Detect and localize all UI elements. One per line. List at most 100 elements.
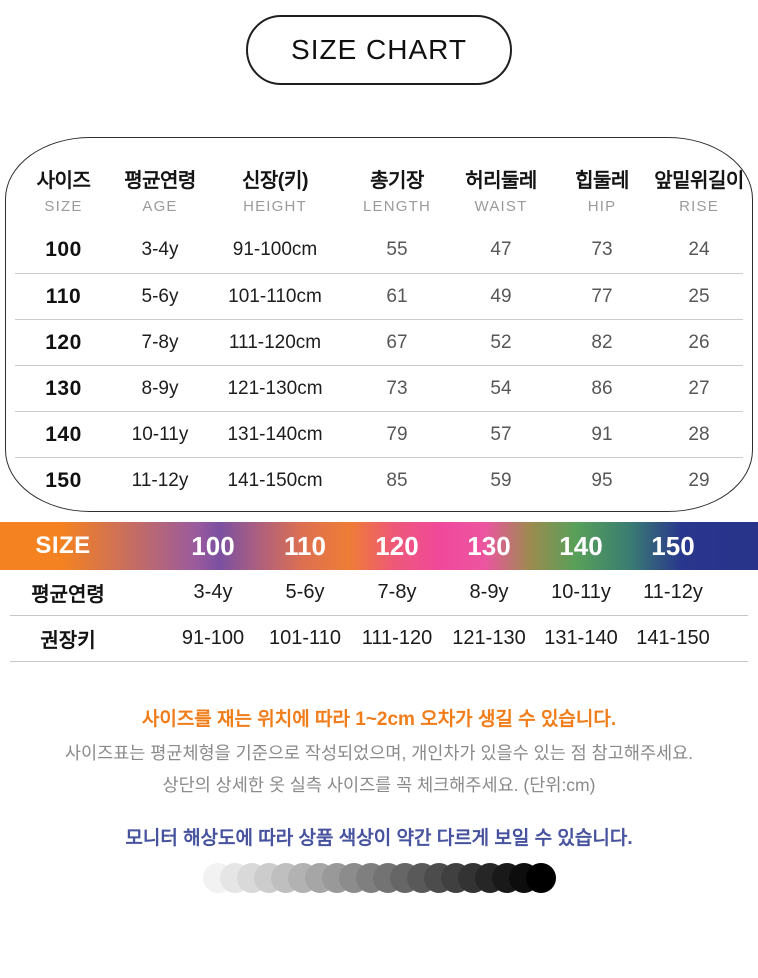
notice-tolerance: 사이즈를 재는 위치에 따라 1~2cm 오차가 생길 수 있습니다.: [141, 709, 617, 730]
table-cell: 130: [45, 376, 82, 400]
table-cell: 110: [45, 284, 82, 308]
table-cell: 10-11y: [131, 423, 189, 445]
measurement-table: 사이즈 SIZE 평균연령 AGE 신장(키) HEIGHT 총기장 LENGTH 허리둘레 WA…: [5, 137, 753, 512]
table-cell: 91: [591, 423, 613, 445]
summary-row-label: 권장키: [40, 630, 96, 652]
summary-size-label: SIZE: [35, 532, 91, 559]
table-cell: 61: [386, 285, 408, 307]
table-cell: 91-100cm: [232, 239, 318, 260]
table-cell: 24: [688, 239, 710, 260]
table-cell: 47: [490, 239, 512, 260]
table-cell: 28: [688, 423, 710, 445]
summary-row-value: 111-120: [361, 627, 433, 649]
summary-row-value: 121-130: [452, 627, 526, 649]
table-cell: 120: [45, 330, 82, 354]
table-cell: 101-110cm: [228, 285, 322, 307]
summary-table: SIZE 100 110 120 130 140 150 평균연령 3-4y 5-6y 7-8y 8…: [0, 522, 758, 662]
size-chart-title-pill: SIZE CHART: [246, 15, 512, 85]
table-cell: 25: [688, 285, 710, 307]
notice-monitor-color: 모니터 해상도에 따라 상품 색상이 약간 다르게 보일 수 있습니다.: [125, 828, 633, 849]
summary-row-value: 131-140: [544, 627, 618, 649]
table-cell: 8-9y: [141, 377, 179, 399]
table-row: 120 7-8y 111-120cm 67 52 82 26: [15, 319, 743, 365]
table-cell: 79: [386, 423, 408, 445]
column-header-ko: 총기장: [370, 170, 424, 192]
summary-size-value: 100: [191, 530, 235, 561]
table-cell: 150: [45, 468, 82, 492]
summary-row-value: 10-11y: [551, 581, 611, 603]
column-header-en: AGE: [142, 198, 178, 215]
measurement-table-header: 사이즈 SIZE 평균연령 AGE 신장(키) HEIGHT 총기장 LENGTH 허리둘레 WA…: [15, 164, 745, 215]
table-cell: 82: [591, 331, 613, 353]
table-cell: 7-8y: [141, 331, 179, 353]
column-header-ko: 앞밑위길이: [654, 170, 744, 192]
summary-size-value: 140: [559, 530, 603, 561]
summary-row: 평균연령 3-4y 5-6y 7-8y 8-9y 10-11y 11-12y: [10, 570, 748, 616]
column-header-ko: 평균연령: [124, 170, 196, 192]
table-cell: 5-6y: [141, 285, 179, 307]
summary-size-value: 150: [651, 530, 695, 561]
summary-row-value: 5-6y: [285, 581, 325, 603]
table-cell: 111-120cm: [228, 331, 322, 353]
column-header-height: 신장(키) HEIGHT: [208, 164, 342, 215]
table-cell: 26: [688, 331, 710, 353]
column-header-size: 사이즈 SIZE: [15, 164, 112, 215]
summary-row: 권장키 91-100 101-110 111-120 121-130 131-140 141…: [10, 616, 748, 662]
table-cell: 59: [490, 469, 512, 491]
column-header-ko: 힙둘레: [575, 170, 629, 192]
summary-row-value: 8-9y: [469, 581, 509, 603]
table-row: 100 3-4y 91-100cm 55 47 73 24: [15, 227, 743, 273]
summary-row-value: 141-150: [636, 627, 710, 649]
column-header-ko: 허리둘레: [465, 170, 537, 192]
table-cell: 141-150cm: [227, 469, 323, 491]
table-cell: 140: [45, 422, 82, 446]
column-header-hip: 힙둘레 HIP: [550, 164, 654, 215]
summary-row-value: 91-100: [181, 627, 245, 649]
notice-body-line1: 사이즈표는 평균체형을 기준으로 작성되었으며, 개인차가 있을수 있는 점 참…: [64, 743, 694, 763]
summary-row-value: 11-12y: [643, 581, 703, 603]
table-cell: 54: [490, 377, 512, 399]
column-header-rise: 앞밑위길이 RISE: [654, 164, 744, 215]
summary-table-rows: 평균연령 3-4y 5-6y 7-8y 8-9y 10-11y 11-12y 권장키 91-10…: [0, 570, 758, 662]
column-header-en: HIP: [587, 198, 617, 215]
summary-size-gradient-bar: SIZE 100 110 120 130 140 150: [0, 522, 758, 570]
monitor-gradient-strip: [0, 863, 758, 893]
table-cell: 67: [386, 331, 408, 353]
table-cell: 29: [688, 469, 710, 491]
table-cell: 27: [688, 377, 710, 399]
measurement-table-body: 100 3-4y 91-100cm 55 47 73 24 110 5-6y 101-110cm 6…: [15, 227, 743, 503]
table-row: 130 8-9y 121-130cm 73 54 86 27: [15, 365, 743, 411]
column-header-length: 총기장 LENGTH: [342, 164, 452, 215]
table-cell: 49: [490, 285, 512, 307]
summary-size-value: 130: [467, 530, 511, 561]
summary-size-value: 120: [375, 530, 419, 561]
column-header-en: HEIGHT: [243, 198, 307, 215]
table-cell: 100: [45, 238, 82, 261]
table-row: 140 10-11y 131-140cm 79 57 91 28: [15, 411, 743, 457]
page-title: SIZE CHART: [291, 34, 467, 65]
column-header-ko: 사이즈: [36, 170, 91, 192]
summary-row-label: 평균연령: [31, 584, 105, 606]
table-cell: 85: [386, 469, 408, 491]
column-header-ko: 신장(키): [241, 170, 309, 192]
column-header-age: 평균연령 AGE: [112, 164, 208, 215]
title-section: SIZE CHART: [0, 0, 758, 85]
table-cell: 57: [490, 423, 512, 445]
table-cell: 73: [591, 239, 613, 260]
table-row: 150 11-12y 141-150cm 85 59 95 29: [15, 457, 743, 503]
table-cell: 131-140cm: [227, 423, 323, 445]
column-header-en: WAIST: [474, 198, 528, 215]
gradient-dot: [525, 863, 556, 893]
summary-size-value: 110: [284, 530, 326, 561]
summary-row-value: 7-8y: [377, 581, 417, 603]
column-header-en: LENGTH: [362, 198, 432, 215]
table-cell: 55: [386, 239, 408, 260]
summary-row-value: 3-4y: [193, 581, 233, 603]
table-cell: 86: [591, 377, 613, 399]
table-cell: 52: [490, 331, 512, 353]
column-header-waist: 허리둘레 WAIST: [452, 164, 550, 215]
notice-body-line2: 상단의 상세한 옷 실측 사이즈를 꼭 체크해주세요. (단위:cm): [162, 775, 596, 795]
table-cell: 121-130cm: [227, 377, 323, 399]
table-cell: 73: [386, 377, 408, 399]
table-cell: 95: [591, 469, 613, 491]
